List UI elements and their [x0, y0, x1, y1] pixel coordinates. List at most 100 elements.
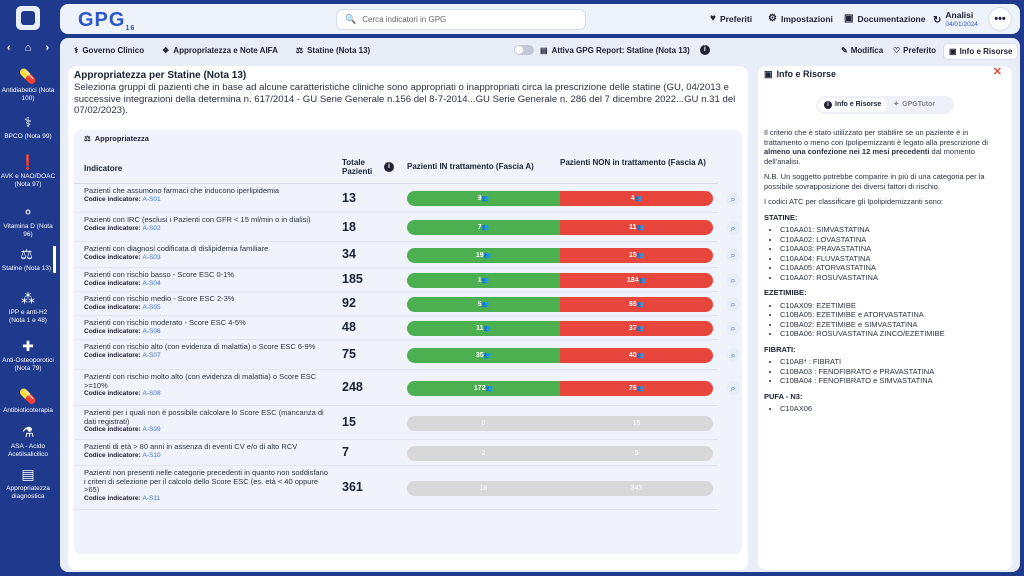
code-value[interactable]: A-S11: [142, 494, 161, 502]
scale-icon: ⚖: [295, 45, 304, 55]
preferito-button[interactable]: ♡ Preferito: [888, 43, 941, 58]
sidebar-item-avk[interactable]: ❗ AVK e NAO/DOAC (Nota 97): [0, 154, 56, 188]
in-trattamento-segment[interactable]: 7 👥: [407, 220, 560, 235]
in-trattamento-count: 1: [477, 276, 482, 284]
search-icon[interactable]: ⌕: [726, 381, 740, 395]
in-trattamento-count: 18: [479, 484, 488, 492]
in-trattamento-segment[interactable]: 172 👥: [407, 380, 560, 396]
code-value[interactable]: A-S10: [142, 451, 161, 459]
search-icon[interactable]: ⌕: [726, 321, 740, 335]
non-trattamento-segment[interactable]: 184 👥: [560, 272, 713, 288]
non-trattamento-segment[interactable]: 11 👥: [560, 220, 713, 235]
non-trattamento-segment[interactable]: 4 👥: [560, 191, 713, 206]
sidebar-item-anti-osteoporotici[interactable]: ✚ Anti-Osteoporotici (Nota 79): [0, 338, 56, 372]
code-value[interactable]: A-S01: [142, 195, 161, 203]
non-trattamento-segment[interactable]: 37 👥: [560, 320, 713, 336]
in-trattamento-segment[interactable]: 2: [407, 445, 560, 461]
chevron-right-icon[interactable]: ›: [45, 42, 49, 54]
in-trattamento-segment[interactable]: 19 👥: [407, 247, 560, 263]
atc-item: C10AA01: SIMVASTATINA: [780, 225, 1006, 235]
gpg-report-toggle[interactable]: [514, 45, 534, 55]
tab-info-risorse[interactable]: i Info e Risorse: [818, 98, 888, 112]
app-logo-icon[interactable]: [16, 6, 40, 30]
atc-item: C10BA05: EZETIMIBE e ATORVASTATINA: [780, 310, 1006, 320]
code-value[interactable]: A-S05: [142, 303, 161, 311]
sidebar-item-antibioticoterapia[interactable]: 💊 Antibioticoterapia: [0, 388, 56, 415]
sidebar-item-bpco[interactable]: ⚕ BPCO (Nota 99): [0, 114, 56, 141]
sidebar-item-vitamina-d[interactable]: ⚬ Vitamina D (Nota 96): [0, 204, 56, 238]
search-input[interactable]: 🔍 Cerca indicatori in GPG: [336, 9, 586, 30]
search-icon[interactable]: ⌕: [726, 348, 740, 362]
treatment-bar[interactable]: 6 👥 86 👥: [407, 296, 713, 312]
sidebar-item-statine[interactable]: ⚖ Statine (Nota 13): [0, 246, 56, 273]
code-value[interactable]: A-S04: [142, 279, 161, 287]
non-trattamento-segment[interactable]: 86 👥: [560, 296, 713, 312]
more-options-icon[interactable]: •••: [988, 7, 1012, 31]
code-value[interactable]: A-S08: [142, 390, 161, 397]
table-row: Pazienti con rischio alto (con evidenza …: [74, 340, 740, 370]
treatment-bar[interactable]: 18 343: [407, 480, 713, 496]
indicatore-code: Codice indicatore: A-S08: [84, 390, 329, 399]
code-value[interactable]: A-S07: [142, 351, 161, 359]
non-trattamento-segment[interactable]: 5: [560, 445, 713, 461]
breadcrumb-appropriatezza[interactable]: ❖ Appropriatezza e Note AIFA: [162, 46, 278, 55]
in-trattamento-segment[interactable]: 35 👥: [407, 347, 560, 363]
impostazioni-button[interactable]: ⚙ Impostazioni: [768, 13, 833, 24]
in-trattamento-segment[interactable]: 1 👥: [407, 272, 560, 288]
treatment-bar[interactable]: 9 👥 4 👥: [407, 191, 713, 206]
search-icon[interactable]: ⌕: [726, 191, 740, 206]
search-icon[interactable]: ⌕: [726, 273, 740, 287]
in-trattamento-segment[interactable]: 0: [407, 415, 560, 431]
sidebar-item-appropriatezza-diagnostica[interactable]: ▤ Appropriatezza diagnostica: [0, 466, 56, 500]
atc-item: C10AX09: EZETIMIBE: [780, 301, 1006, 311]
chevron-left-icon[interactable]: ‹: [7, 42, 11, 54]
non-trattamento-segment[interactable]: 15 👥: [560, 247, 713, 263]
treatment-bar[interactable]: 172 👥 76 👥: [407, 380, 713, 396]
code-value[interactable]: A-S09: [142, 426, 161, 433]
breadcrumb-statine[interactable]: ⚖ Statine (Nota 13): [296, 46, 370, 55]
analisi-button[interactable]: ↻ Analisi 04/01/2024: [933, 11, 978, 29]
brand-version: 16: [125, 25, 136, 32]
treatment-bar[interactable]: 7 👥 11 👥: [407, 220, 713, 235]
totale-pazienti: 18: [342, 219, 356, 234]
code-value[interactable]: A-S02: [142, 224, 161, 232]
in-trattamento-count: 35: [475, 351, 484, 359]
treatment-bar[interactable]: 0 15: [407, 415, 713, 431]
in-trattamento-segment[interactable]: 6 👥: [407, 296, 560, 312]
totale-pazienti: 13: [342, 190, 356, 205]
home-icon[interactable]: ⌂: [24, 42, 32, 54]
code-value[interactable]: A-S06: [142, 327, 161, 335]
search-icon[interactable]: ⌕: [726, 220, 740, 235]
brand-logo[interactable]: GPG16: [78, 9, 135, 32]
search-icon[interactable]: ⌕: [726, 297, 740, 311]
preferiti-button[interactable]: ♥ Preferiti: [710, 13, 752, 24]
search-icon[interactable]: ⌕: [726, 248, 740, 262]
in-trattamento-segment[interactable]: 18: [407, 480, 560, 496]
in-trattamento-count: 172: [473, 384, 486, 392]
treatment-bar[interactable]: 11 👥 37 👥: [407, 320, 713, 336]
in-trattamento-segment[interactable]: 11 👥: [407, 320, 560, 336]
sidebar-item-ipp[interactable]: ⁂ IPP e anti-H2 (Nota 1 e 48): [0, 290, 56, 324]
non-trattamento-segment[interactable]: 40 👥: [560, 347, 713, 363]
in-trattamento-segment[interactable]: 9 👥: [407, 191, 560, 206]
info-icon[interactable]: i: [699, 45, 710, 55]
users-icon: 👥: [481, 196, 490, 202]
non-trattamento-segment[interactable]: 343: [560, 480, 713, 496]
sidebar-item-antidiabetici[interactable]: 💊 Antidiabetici (Nota 100): [0, 68, 56, 102]
treatment-bar[interactable]: 19 👥 15 👥: [407, 247, 713, 263]
treatment-bar[interactable]: 1 👥 184 👥: [407, 272, 713, 288]
non-trattamento-segment[interactable]: 76 👥: [560, 380, 713, 396]
sidebar-item-asa[interactable]: ⚗ ASA - Acido Acetilsalicilico: [0, 424, 56, 458]
info-risorse-button[interactable]: ▣ Info e Risorse: [943, 43, 1019, 60]
modifica-button[interactable]: ✎ Modifica: [836, 43, 888, 58]
documentazione-button[interactable]: ▣ Documentazione: [844, 13, 925, 24]
info-icon[interactable]: i: [384, 162, 394, 172]
breadcrumb-governo-clinico[interactable]: ⚕ Governo Clinico: [74, 46, 144, 55]
treatment-bar[interactable]: 35 👥 40 👥: [407, 347, 713, 363]
code-value[interactable]: A-S03: [142, 253, 161, 261]
close-icon[interactable]: ✕: [992, 66, 1002, 78]
tab-gpgtutor[interactable]: ✦ GPGTutor: [887, 98, 941, 112]
non-trattamento-segment[interactable]: 15: [560, 415, 713, 431]
totale-pazienti: 361: [342, 480, 363, 494]
